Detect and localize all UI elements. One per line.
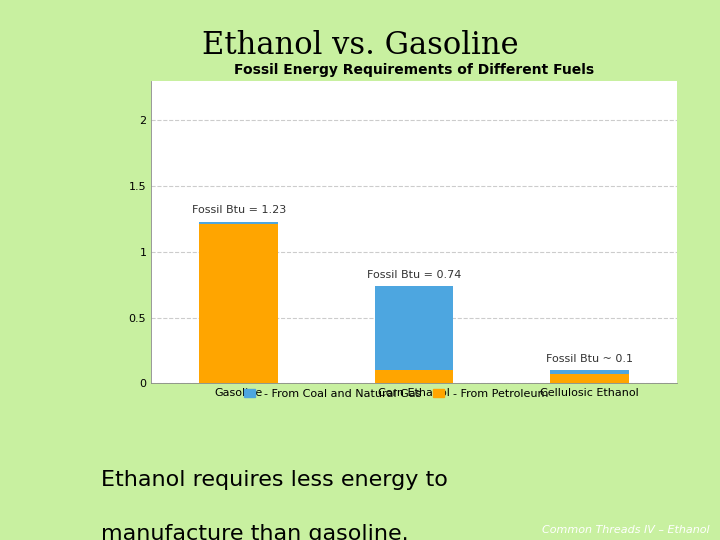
- Legend: - From Coal and Natural Gas, - From Petroleum: - From Coal and Natural Gas, - From Petr…: [244, 389, 548, 399]
- Text: Fossil Btu = 1.23: Fossil Btu = 1.23: [192, 205, 286, 215]
- Bar: [374, 286, 454, 370]
- Bar: [199, 224, 278, 383]
- Text: Common Threads IV – Ethanol: Common Threads IV – Ethanol: [541, 525, 709, 535]
- Bar: [199, 222, 278, 224]
- Text: Fossil Btu = 0.74: Fossil Btu = 0.74: [366, 269, 462, 280]
- Bar: [374, 370, 454, 383]
- Title: Fossil Energy Requirements of Different Fuels: Fossil Energy Requirements of Different …: [234, 63, 594, 77]
- Text: Ethanol requires less energy to: Ethanol requires less energy to: [101, 470, 448, 490]
- Text: manufacture than gasoline.: manufacture than gasoline.: [101, 524, 408, 540]
- Text: Ethanol vs. Gasoline: Ethanol vs. Gasoline: [202, 30, 518, 62]
- Text: Fossil Btu ~ 0.1: Fossil Btu ~ 0.1: [546, 354, 633, 363]
- Bar: [550, 374, 629, 383]
- Bar: [550, 370, 629, 374]
